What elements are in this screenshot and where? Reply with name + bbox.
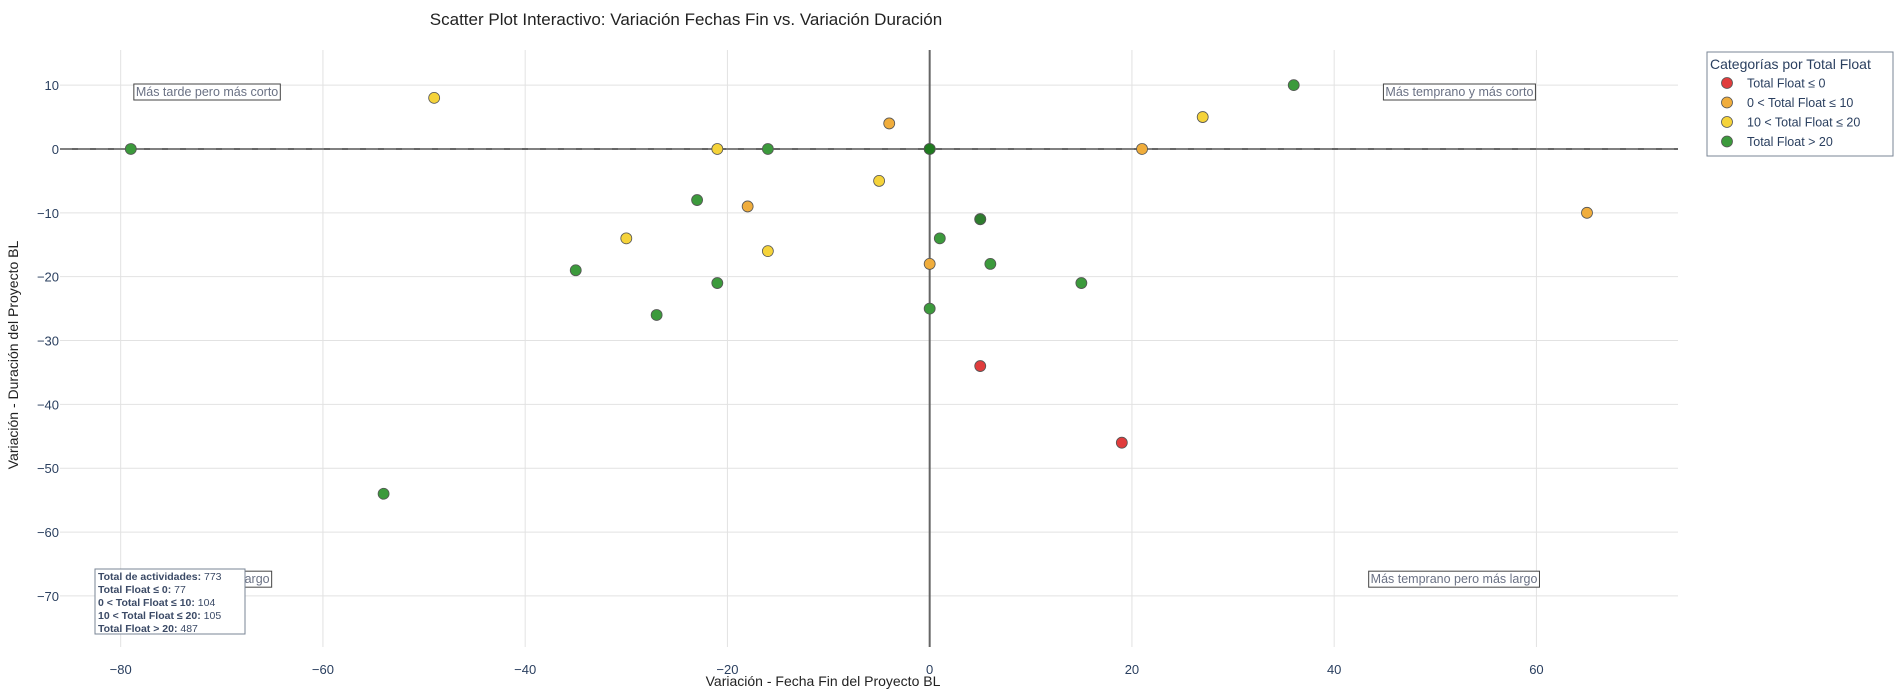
legend-marker	[1721, 135, 1733, 148]
data-point	[124, 143, 137, 155]
legend-item-label: 10 < Total Float ≤ 20	[1747, 116, 1860, 130]
data-point	[1136, 143, 1148, 155]
x-tick-label: −20	[716, 662, 738, 677]
summary-line: Total Float ≤ 0: 77	[98, 584, 186, 596]
data-point	[428, 91, 441, 104]
quadrant-label-box	[1382, 83, 1536, 101]
x-tick-label: −40	[514, 662, 536, 677]
quadrant-label-box	[133, 83, 281, 101]
data-point	[377, 487, 390, 500]
data-point	[569, 264, 582, 277]
data-point	[711, 143, 724, 155]
summary-line: Total de actividades: 773	[98, 571, 222, 583]
legend-marker	[1721, 116, 1733, 128]
y-tick-label: −60	[37, 525, 59, 540]
data-point	[1075, 277, 1088, 289]
quadrant-label-top-right: Más temprano y más corto	[1382, 83, 1536, 101]
data-point	[984, 257, 997, 270]
summary-box-frame	[94, 568, 246, 635]
legend-title: Categorías por Total Float	[1710, 56, 1871, 72]
data-points	[124, 79, 1593, 500]
data-point	[691, 194, 703, 206]
gridlines	[60, 50, 1678, 647]
legend: Categorías por Total Float Total Float ≤ …	[1706, 51, 1894, 157]
quadrant-label-text: Más temprano y más corto	[1385, 85, 1533, 99]
quadrant-label-box	[1368, 570, 1540, 588]
data-point	[923, 143, 936, 155]
legend-item-label: Total Float ≤ 0	[1747, 77, 1825, 91]
y-axis-ticks: 10 0 −10 −20 −30 −40 −50 −60 −70	[37, 78, 59, 604]
data-point	[974, 213, 987, 226]
data-point	[761, 143, 774, 155]
y-tick-label: −30	[37, 334, 59, 349]
summary-line: 0 < Total Float ≤ 10: 104	[98, 597, 215, 609]
data-point	[873, 174, 886, 187]
y-tick-label: −50	[37, 461, 59, 476]
y-tick-label: −70	[37, 589, 59, 604]
x-tick-label: 0	[926, 662, 933, 677]
data-point	[711, 277, 724, 289]
legend-marker	[1721, 96, 1733, 109]
data-point	[933, 232, 946, 245]
data-point	[883, 117, 896, 130]
legend-box	[1706, 51, 1894, 157]
x-tick-label: −60	[312, 662, 334, 677]
y-axis-title: Variación - Duración del Proyecto BL	[5, 241, 21, 470]
summary-line: 10 < Total Float ≤ 20: 105	[98, 610, 221, 622]
quadrant-label-top-left: Más tarde pero más corto	[133, 83, 281, 101]
summary-line: Total Float > 20: 487	[98, 623, 198, 635]
x-tick-label: 40	[1327, 662, 1341, 677]
quadrant-labels: Más tarde pero más corto Más temprano y m…	[133, 83, 1540, 588]
legend-item-label: Total Float > 20	[1747, 135, 1833, 149]
x-tick-label: 60	[1529, 662, 1543, 677]
x-axis-ticks: −80 −60 −40 −20 0 20 40 60	[110, 662, 1544, 677]
legend-item-label: 0 < Total Float ≤ 10	[1747, 96, 1853, 110]
y-tick-label: 0	[52, 142, 59, 157]
chart-title: Scatter Plot Interactivo: Variación Fech…	[430, 10, 942, 29]
y-tick-label: 10	[45, 78, 59, 93]
data-point	[741, 200, 754, 213]
data-point	[1581, 206, 1593, 219]
data-point	[923, 302, 936, 315]
data-point	[620, 232, 633, 245]
data-point	[1287, 79, 1300, 92]
data-point	[923, 257, 936, 270]
data-point	[650, 309, 663, 321]
zero-lines	[60, 50, 1678, 647]
quadrant-label-text: Más temprano pero más largo	[1371, 572, 1538, 586]
x-axis-title: Variación - Fecha Fin del Proyecto BL	[706, 673, 941, 689]
data-point	[974, 360, 987, 372]
y-tick-label: −20	[37, 270, 59, 285]
x-tick-label: −80	[110, 662, 132, 677]
quadrant-label-text: Más tarde pero más corto	[136, 85, 278, 99]
data-point	[1115, 436, 1128, 449]
x-tick-label: 20	[1125, 662, 1139, 677]
y-tick-label: −40	[37, 397, 59, 412]
legend-marker	[1721, 77, 1733, 89]
y-tick-label: −10	[37, 206, 59, 221]
data-point	[1196, 111, 1209, 123]
quadrant-label-bottom-right: Más temprano pero más largo	[1368, 570, 1540, 588]
data-point	[761, 245, 774, 258]
